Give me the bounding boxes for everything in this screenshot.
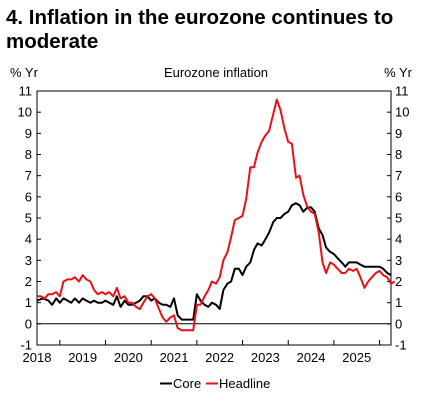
y-tick-label-left: 2 xyxy=(25,274,32,289)
y-tick-label-right: -1 xyxy=(395,338,407,353)
chart-title: Eurozone inflation xyxy=(164,65,268,80)
x-tick-label: 2020 xyxy=(114,350,143,365)
y-tick-label-left: 11 xyxy=(19,84,33,99)
y-tick-label-right: 10 xyxy=(395,105,409,120)
y-tick-label-right: 8 xyxy=(395,147,402,162)
x-tick-label: 2018 xyxy=(23,350,52,365)
series-line-core xyxy=(36,202,392,321)
series-group xyxy=(36,98,396,332)
y-tick-label-left: 10 xyxy=(18,105,32,120)
y-tick-label-left: 5 xyxy=(25,211,32,226)
y-axis-label-right: % Yr xyxy=(384,65,413,80)
y-tick-label-right: 11 xyxy=(395,84,409,99)
plot-frame xyxy=(36,90,392,346)
y-tick-label-right: 1 xyxy=(395,295,402,310)
y-tick-label-right: 3 xyxy=(395,253,402,268)
y-tick-label-left: 4 xyxy=(25,232,32,247)
x-tick-label: 2022 xyxy=(205,350,234,365)
figure-title: 4. Inflation in the eurozone continues t… xyxy=(6,6,394,53)
legend: Core Headline xyxy=(160,376,270,391)
legend-headline-label: Headline xyxy=(219,376,270,391)
x-tick-label: 2023 xyxy=(251,350,280,365)
y-tick-label-left: 0 xyxy=(25,316,32,331)
y-tick-label-right: 9 xyxy=(395,126,402,141)
x-tick-label: 2019 xyxy=(68,350,97,365)
x-tick-label: 2024 xyxy=(297,350,326,365)
x-tick-label: 2025 xyxy=(342,350,371,365)
x-tick-label: 2021 xyxy=(160,350,189,365)
series-line-headline xyxy=(37,98,396,332)
y-axis-left: -1 0 1 2 3 4 5 6 7 8 9 10 11 xyxy=(18,84,41,353)
y-tick-label-left: 7 xyxy=(25,168,32,183)
y-tick-label-left: 9 xyxy=(25,126,32,141)
y-axis-right: -1 0 1 2 3 4 5 6 7 8 9 10 11 xyxy=(387,84,409,353)
y-tick-label-left: 3 xyxy=(25,253,32,268)
y-tick-label-right: 5 xyxy=(395,211,402,226)
y-axis-label-left: % Yr xyxy=(10,65,39,80)
y-tick-label-right: 0 xyxy=(395,316,402,331)
y-tick-label-left: 8 xyxy=(25,147,32,162)
y-tick-label-left: 6 xyxy=(25,189,32,204)
y-tick-label-right: 7 xyxy=(395,168,402,183)
y-tick-label-right: 4 xyxy=(395,232,402,247)
y-tick-label-right: 6 xyxy=(395,189,402,204)
x-axis: 2018 2019 2020 2021 2022 2023 2024 2025 xyxy=(23,340,381,365)
y-tick-label-right: 2 xyxy=(395,274,402,289)
y-tick-label-left: -1 xyxy=(20,338,32,353)
legend-core-label: Core xyxy=(173,376,201,391)
y-tick-label-left: 1 xyxy=(25,295,32,310)
